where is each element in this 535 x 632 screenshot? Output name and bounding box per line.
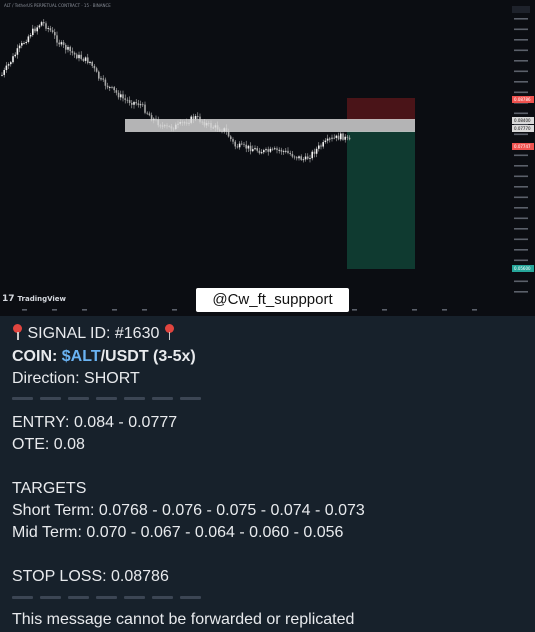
watermark: @Cw_ft_suppport xyxy=(196,288,349,312)
price-tag-entry-low: 0.07770 xyxy=(512,125,534,132)
price-tag-current: 0.07747 xyxy=(512,143,534,150)
price-tag-target: 0.05600 xyxy=(512,265,534,272)
svg-text:0.08400: 0.08400 xyxy=(514,118,531,123)
svg-text:0.08786: 0.08786 xyxy=(514,97,531,102)
svg-text:0.07770: 0.07770 xyxy=(514,126,531,131)
chart-screenshot: ALT / TetherUS PERPETUAL CONTRACT · 15 ·… xyxy=(0,0,535,316)
svg-text:0.05600: 0.05600 xyxy=(514,266,531,271)
svg-text:0.07747: 0.07747 xyxy=(514,144,531,149)
signal-id: SIGNAL ID: #1630 xyxy=(27,325,160,342)
currency-box xyxy=(512,6,530,13)
coin-pair: /USDT (3-5x) xyxy=(100,348,196,365)
tradingview-logo: 17 TradingView xyxy=(2,294,67,304)
price-tag-stop: 0.08786 xyxy=(512,96,534,103)
stop-loss: STOP LOSS: 0.08786 xyxy=(12,568,169,585)
signal-id-line: SIGNAL ID: #1630 xyxy=(12,324,175,344)
stop-loss-zone xyxy=(347,98,415,120)
signal-message: SIGNAL ID: #1630 COIN: $ALT/USDT (3-5x) … xyxy=(0,316,535,632)
pin-icon xyxy=(12,324,23,340)
divider xyxy=(12,596,201,599)
direction: Direction: SHORT xyxy=(12,370,140,387)
entry-zone xyxy=(125,119,415,132)
price-tag-entry-high: 0.08400 xyxy=(512,117,534,124)
pin-icon xyxy=(164,324,175,340)
targets-heading: TARGETS xyxy=(12,480,87,497)
candles xyxy=(1,19,351,163)
price-axis xyxy=(514,18,528,293)
ote: OTE: 0.08 xyxy=(12,436,85,453)
cashtag-link[interactable]: $ALT xyxy=(61,348,101,365)
footer-note: This message cannot be forwarded or repl… xyxy=(12,611,355,628)
chart-header: ALT / TetherUS PERPETUAL CONTRACT · 15 ·… xyxy=(4,3,111,8)
target-zone xyxy=(347,131,415,269)
mid-term-targets: Mid Term: 0.070 - 0.067 - 0.064 - 0.060 … xyxy=(12,524,344,541)
coin-line: COIN: $ALT/USDT (3-5x) xyxy=(12,347,196,367)
coin-label: COIN: xyxy=(12,348,62,365)
entry: ENTRY: 0.084 - 0.0777 xyxy=(12,414,178,431)
short-term-targets: Short Term: 0.0768 - 0.076 - 0.075 - 0.0… xyxy=(12,502,365,519)
price-chart: ALT / TetherUS PERPETUAL CONTRACT · 15 ·… xyxy=(1,3,534,311)
divider xyxy=(12,397,201,400)
